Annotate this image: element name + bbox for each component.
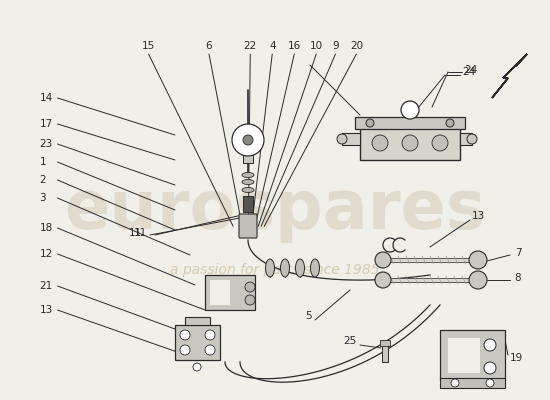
Circle shape [401, 101, 419, 119]
Text: 22: 22 [244, 41, 257, 51]
Text: 10: 10 [310, 41, 323, 51]
Circle shape [205, 345, 215, 355]
Circle shape [205, 330, 215, 340]
FancyBboxPatch shape [380, 340, 390, 346]
Circle shape [372, 135, 388, 151]
FancyBboxPatch shape [243, 196, 253, 212]
Circle shape [232, 124, 264, 156]
Text: 14: 14 [40, 93, 53, 103]
Circle shape [337, 134, 347, 144]
Text: 2: 2 [40, 175, 46, 185]
Circle shape [245, 282, 255, 292]
Text: 7: 7 [515, 248, 521, 258]
Text: 20: 20 [350, 41, 363, 51]
Text: 13: 13 [471, 211, 485, 221]
Circle shape [180, 330, 190, 340]
FancyBboxPatch shape [210, 280, 230, 305]
Circle shape [484, 339, 496, 351]
FancyBboxPatch shape [175, 325, 220, 360]
Text: 13: 13 [40, 305, 53, 315]
Text: 8: 8 [515, 273, 521, 283]
Ellipse shape [242, 180, 254, 184]
Text: 1: 1 [40, 157, 46, 167]
FancyBboxPatch shape [360, 125, 460, 160]
Circle shape [469, 271, 487, 289]
Text: 11: 11 [133, 228, 147, 238]
Circle shape [484, 362, 496, 374]
FancyBboxPatch shape [460, 133, 472, 145]
FancyBboxPatch shape [440, 378, 505, 388]
Circle shape [432, 135, 448, 151]
Ellipse shape [295, 259, 305, 277]
Text: a passion for parts since 1985: a passion for parts since 1985 [170, 263, 380, 277]
Text: 9: 9 [332, 41, 339, 51]
Circle shape [467, 134, 477, 144]
Polygon shape [492, 54, 527, 98]
Text: 3: 3 [40, 193, 46, 203]
Text: 11: 11 [128, 228, 142, 238]
Text: 21: 21 [40, 281, 53, 291]
Circle shape [469, 251, 487, 269]
Ellipse shape [242, 188, 254, 192]
Circle shape [402, 135, 418, 151]
Text: 19: 19 [509, 353, 522, 363]
FancyBboxPatch shape [342, 133, 360, 145]
Text: 15: 15 [142, 41, 155, 51]
Text: 24: 24 [463, 67, 476, 77]
Circle shape [366, 119, 374, 127]
FancyBboxPatch shape [382, 340, 388, 362]
FancyBboxPatch shape [243, 155, 253, 163]
FancyBboxPatch shape [185, 317, 210, 325]
FancyBboxPatch shape [205, 275, 255, 310]
Text: 5: 5 [305, 311, 311, 321]
FancyBboxPatch shape [239, 214, 257, 238]
Text: 23: 23 [40, 139, 53, 149]
Text: 4: 4 [269, 41, 276, 51]
Circle shape [446, 119, 454, 127]
Circle shape [375, 272, 391, 288]
Circle shape [243, 135, 253, 145]
Text: 24: 24 [464, 65, 477, 75]
Text: 17: 17 [40, 119, 53, 129]
FancyBboxPatch shape [355, 117, 465, 129]
Ellipse shape [280, 259, 289, 277]
Ellipse shape [311, 259, 320, 277]
Text: 25: 25 [343, 336, 356, 346]
Circle shape [245, 295, 255, 305]
FancyBboxPatch shape [448, 338, 480, 373]
Circle shape [486, 379, 494, 387]
Circle shape [193, 363, 201, 371]
Ellipse shape [242, 172, 254, 178]
FancyBboxPatch shape [440, 330, 505, 380]
Ellipse shape [266, 259, 274, 277]
Text: 16: 16 [288, 41, 301, 51]
Text: 6: 6 [206, 41, 212, 51]
Text: 18: 18 [40, 223, 53, 233]
Circle shape [451, 379, 459, 387]
Text: eurospares: eurospares [64, 177, 486, 243]
Circle shape [180, 345, 190, 355]
Text: 12: 12 [40, 249, 53, 259]
Circle shape [375, 252, 391, 268]
